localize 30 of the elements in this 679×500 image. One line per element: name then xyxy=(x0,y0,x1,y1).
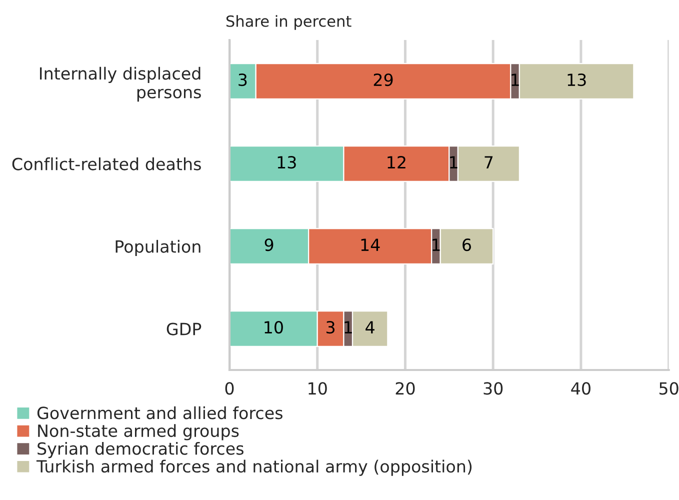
chart-title: Share in percent xyxy=(226,15,352,30)
x-tick-label: 40 xyxy=(571,382,590,395)
data-label: 9 xyxy=(264,238,274,252)
x-tick-label: 50 xyxy=(659,382,678,395)
data-label: 13 xyxy=(568,73,586,86)
data-label: 3 xyxy=(238,73,247,86)
x-tick-label: 20 xyxy=(396,382,415,395)
y-tick-label: GDP xyxy=(166,322,202,336)
x-tick-label: 10 xyxy=(308,382,327,395)
legend-label: Non-state armed groups xyxy=(38,424,239,440)
data-label: 10 xyxy=(264,320,283,334)
data-label: 29 xyxy=(374,73,393,86)
y-tick-label: Population xyxy=(116,240,200,256)
y-tick-label: Internally displaced persons xyxy=(40,66,201,102)
data-label: 14 xyxy=(361,238,380,251)
legend-label: Turkish armed forces and national army (opposition) xyxy=(36,460,472,476)
legend-label: Syrian democratic forces xyxy=(38,442,244,458)
legend-label: Government and allied forces xyxy=(37,406,282,420)
data-label: 3 xyxy=(326,320,335,334)
y-tick-label: Conflict-related deaths xyxy=(12,157,201,170)
x-tick-label: 30 xyxy=(484,382,503,395)
data-label: 1 xyxy=(450,156,458,168)
data-label: 12 xyxy=(388,156,406,168)
data-label: 4 xyxy=(366,321,374,334)
data-label: 1 xyxy=(344,321,352,334)
data-label: 1 xyxy=(512,74,519,86)
data-label: 6 xyxy=(462,238,471,252)
x-tick-label: 0 xyxy=(225,382,234,395)
data-label: 13 xyxy=(278,156,296,169)
data-label: 7 xyxy=(484,156,493,168)
